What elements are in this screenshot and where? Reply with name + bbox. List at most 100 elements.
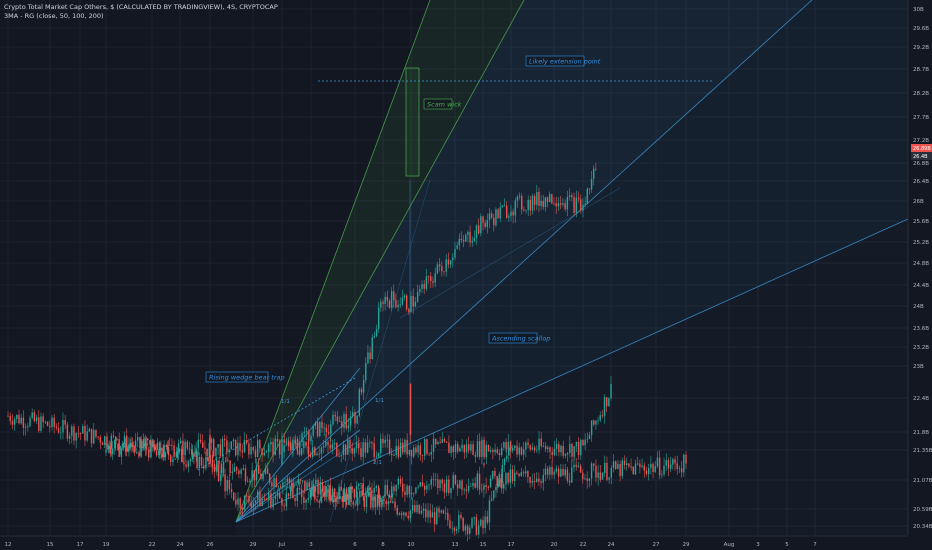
candle-body — [414, 505, 416, 512]
candle-body — [601, 415, 604, 417]
candle-body — [388, 494, 391, 498]
candle-body — [475, 517, 478, 535]
candle-body — [497, 480, 499, 488]
candle-body — [198, 456, 201, 469]
candle-body — [430, 276, 432, 282]
fan-ratio-label: 1/1 — [375, 398, 384, 404]
y-tick-label: 25.2B — [913, 240, 929, 246]
candle-body — [617, 463, 619, 469]
annotation-ascending-scallop: Ascending scallop — [491, 335, 550, 343]
candle-body — [503, 484, 505, 489]
candle-body — [263, 498, 266, 500]
candle-body — [503, 205, 506, 207]
candle-body — [174, 458, 176, 460]
candle-body — [358, 442, 360, 449]
candle-body — [421, 455, 424, 456]
candle-body — [111, 448, 114, 455]
candle-body — [188, 448, 191, 450]
y-tick-label: 28.7B — [913, 67, 929, 73]
candle-body — [467, 444, 470, 451]
candle-body — [282, 482, 284, 488]
candle-body — [295, 483, 297, 485]
candle-body — [327, 484, 329, 487]
x-tick-label: 17 — [77, 542, 84, 548]
candle-body — [122, 443, 125, 449]
candle-body — [542, 474, 544, 483]
candle-body — [353, 448, 356, 454]
candle-body — [566, 469, 569, 481]
candle-body — [254, 450, 257, 458]
candle-body — [22, 417, 25, 428]
candle-body — [238, 470, 240, 474]
candle-body — [457, 444, 459, 452]
candle-body — [476, 473, 479, 488]
candle-body — [626, 463, 628, 466]
candle-body — [246, 495, 248, 497]
candle-body — [228, 449, 230, 453]
candle-body — [333, 488, 336, 497]
candle-body — [88, 428, 91, 432]
candle-body — [555, 203, 557, 207]
candle-body — [7, 415, 9, 417]
candle-body — [261, 448, 263, 456]
candle-body — [329, 445, 331, 449]
candle-body — [301, 480, 304, 482]
candle-body — [344, 444, 347, 455]
candle-body — [337, 497, 339, 499]
candle-body — [511, 469, 514, 482]
x-tick-label: 7 — [813, 542, 817, 548]
candle-body — [114, 439, 116, 449]
candle-body — [391, 486, 393, 498]
candle-body — [555, 444, 558, 449]
candle-body — [508, 447, 510, 456]
candle-body — [571, 195, 573, 198]
candle-body — [471, 518, 473, 528]
candle-body — [444, 512, 447, 514]
candle-body — [407, 515, 409, 519]
candle-body — [595, 465, 597, 478]
candle-body — [412, 492, 415, 494]
candle-body — [425, 508, 427, 518]
candle-body — [120, 448, 123, 457]
candle-body — [18, 414, 20, 424]
candle-body — [210, 439, 213, 443]
candle-body — [342, 490, 345, 502]
candle-body — [472, 444, 474, 456]
candle-body — [443, 439, 446, 442]
candle-body — [53, 417, 55, 427]
candle-body — [183, 462, 185, 465]
candle-body — [443, 271, 445, 272]
candle-body — [57, 428, 60, 433]
candle-body — [273, 478, 275, 487]
candle-body — [257, 465, 260, 474]
candle-body — [105, 449, 107, 453]
candle-body — [399, 304, 401, 306]
candle-body — [645, 470, 648, 475]
candle-body — [470, 444, 472, 451]
candle-body — [166, 444, 169, 453]
candle-body — [406, 485, 408, 495]
x-tick-label: 13 — [452, 542, 459, 548]
candle-body — [263, 452, 265, 456]
candle-body — [307, 446, 309, 454]
candle-body — [460, 238, 463, 241]
candle-body — [231, 471, 234, 474]
x-tick-label: 29 — [250, 542, 257, 548]
candle-body — [453, 527, 456, 531]
candle-body — [211, 454, 214, 468]
candle-body — [108, 446, 110, 449]
candle-body — [104, 436, 106, 445]
candle-body — [553, 203, 555, 205]
candle-body — [175, 452, 178, 457]
candle-body — [200, 456, 203, 466]
candle-body — [485, 485, 487, 488]
candle-body — [308, 431, 310, 442]
candle-body — [399, 442, 402, 457]
candle-body — [340, 486, 342, 491]
candle-body — [384, 439, 386, 444]
candle-body — [299, 441, 301, 448]
candle-body — [196, 451, 198, 469]
candle-body — [549, 447, 551, 452]
